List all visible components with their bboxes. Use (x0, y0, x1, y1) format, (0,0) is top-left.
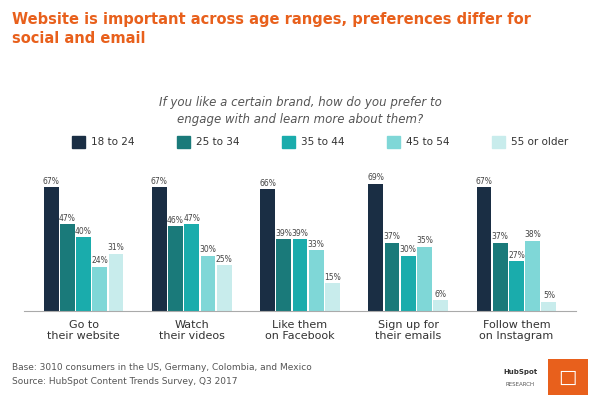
Bar (541, 302, 556, 311)
Text: 33%: 33% (308, 240, 325, 249)
Bar (509, 261, 524, 311)
Text: 67%: 67% (476, 177, 493, 186)
Bar (493, 243, 508, 311)
Bar (184, 224, 199, 311)
Text: Website is important across age ranges, preferences differ for
social and email: Website is important across age ranges, … (12, 12, 531, 45)
Bar (433, 300, 448, 311)
Bar (168, 226, 183, 311)
Bar (200, 256, 215, 311)
Text: 46%: 46% (167, 216, 184, 225)
Text: 25 to 34: 25 to 34 (196, 137, 240, 148)
FancyBboxPatch shape (548, 359, 588, 395)
Bar (401, 256, 416, 311)
Text: RESEARCH: RESEARCH (506, 382, 535, 387)
Bar (276, 239, 291, 311)
Bar (60, 224, 75, 311)
Bar (109, 254, 124, 311)
Text: 24%: 24% (91, 257, 108, 265)
Bar (325, 283, 340, 311)
Text: 69%: 69% (367, 173, 384, 182)
Bar (76, 237, 91, 311)
Bar (417, 247, 432, 311)
Text: 67%: 67% (151, 177, 168, 186)
Text: 30%: 30% (200, 245, 217, 254)
Text: 40%: 40% (75, 227, 92, 236)
Bar (217, 265, 232, 311)
Bar (293, 239, 307, 311)
Text: 55 or older: 55 or older (511, 137, 568, 148)
Bar (152, 188, 167, 311)
Bar (92, 267, 107, 311)
Text: 5%: 5% (543, 292, 555, 300)
Text: 66%: 66% (259, 179, 276, 188)
Text: 45 to 54: 45 to 54 (406, 137, 450, 148)
Text: 35%: 35% (416, 236, 433, 245)
Text: 35 to 44: 35 to 44 (301, 137, 344, 148)
Bar (368, 184, 383, 311)
Text: Source: HubSpot Content Trends Survey, Q3 2017: Source: HubSpot Content Trends Survey, Q… (12, 377, 238, 386)
Text: If you like a certain brand, how do you prefer to
engage with and learn more abo: If you like a certain brand, how do you … (158, 96, 442, 126)
Text: 38%: 38% (524, 231, 541, 239)
Text: □: □ (559, 367, 577, 387)
Text: 27%: 27% (508, 251, 525, 260)
Text: 30%: 30% (400, 245, 416, 254)
Text: 37%: 37% (492, 232, 509, 241)
Text: 47%: 47% (59, 214, 76, 223)
Bar (309, 250, 324, 311)
Bar (525, 241, 540, 311)
Text: 6%: 6% (435, 290, 447, 298)
Text: 18 to 24: 18 to 24 (91, 137, 134, 148)
Text: 39%: 39% (275, 229, 292, 238)
Bar (476, 188, 491, 311)
Text: 47%: 47% (184, 214, 200, 223)
Text: 39%: 39% (292, 229, 308, 238)
Text: HubSpot: HubSpot (503, 369, 538, 375)
Bar (260, 189, 275, 311)
Text: 31%: 31% (107, 243, 124, 253)
Text: Base: 3010 consumers in the US, Germany, Colombia, and Mexico: Base: 3010 consumers in the US, Germany,… (12, 363, 312, 372)
Text: 37%: 37% (383, 232, 400, 241)
Bar (385, 243, 400, 311)
Bar (44, 188, 59, 311)
Text: 25%: 25% (216, 255, 233, 263)
Text: 67%: 67% (43, 177, 59, 186)
Text: 15%: 15% (324, 273, 341, 282)
